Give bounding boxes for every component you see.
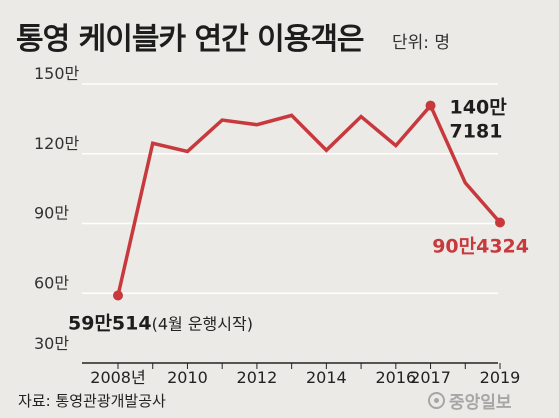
- data-point-marker: [495, 217, 505, 228]
- annotation-last-year: 90만4324: [432, 235, 529, 257]
- source-note: 자료: 통영관광개발공사: [18, 392, 166, 410]
- x-tick-label: 2008년: [90, 368, 145, 387]
- annotation-first-year: 59만514(4월 운행시작): [68, 312, 253, 334]
- y-tick-label: 60만: [34, 273, 69, 292]
- data-point-marker: [425, 100, 436, 111]
- y-tick-label: 150만: [34, 64, 80, 83]
- x-tick-label: 2012: [237, 368, 278, 387]
- series-visitors: [113, 100, 505, 301]
- x-tick-label: 2017: [410, 368, 451, 387]
- unit-label: 단위: 명: [392, 33, 451, 53]
- data-point-marker: [113, 290, 123, 301]
- y-tick-label: 30만: [34, 334, 69, 353]
- x-tick-label: 2019: [480, 368, 521, 387]
- chart-title: 통영 케이블카 연간 이용객은: [16, 22, 365, 57]
- y-tick-label: 120만: [34, 134, 80, 153]
- x-tick-label: 2010: [167, 368, 208, 387]
- series-line: [116, 102, 502, 296]
- y-axis-ticks: 150만 120만 90만 60만 30만: [34, 64, 80, 353]
- annotation-value: 59만514: [68, 312, 152, 334]
- x-tick-label: 2014: [306, 368, 347, 387]
- annotation-note: (4월 운행시작): [152, 314, 253, 333]
- annotation-peak-line: 140만: [450, 97, 508, 119]
- joongang-logo-icon: [428, 392, 445, 409]
- watermark-text: 중앙일보: [449, 393, 512, 413]
- watermark: 중앙일보: [428, 388, 512, 413]
- x-tick-label: 2016: [375, 368, 416, 387]
- y-tick-label: 90만: [34, 204, 69, 223]
- annotation-peak-line: 7181: [450, 121, 503, 143]
